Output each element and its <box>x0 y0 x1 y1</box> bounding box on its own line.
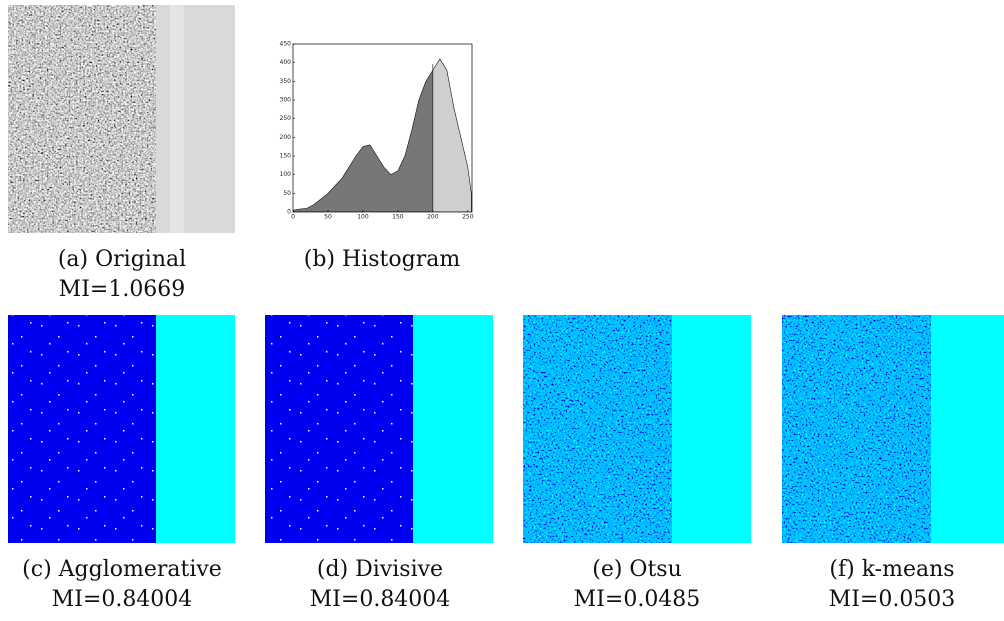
y-tick-label: 350 <box>280 78 292 85</box>
x-tick-label: 0 <box>291 214 295 221</box>
image-d <box>265 315 493 543</box>
caption: (d) Divisive <box>317 557 443 582</box>
y-tick-label: 150 <box>280 153 292 160</box>
image-c <box>8 315 235 543</box>
x-tick-label: 250 <box>462 214 474 221</box>
figure: (a) Original MI=1.0669 (b) Histogram (c)… <box>0 0 1004 621</box>
y-tick-label: 450 <box>280 41 292 48</box>
y-tick-label: 400 <box>280 59 292 66</box>
x-tick-label: 150 <box>392 214 404 221</box>
caption: (e) Otsu <box>592 557 682 582</box>
caption-metric: MI=1.0669 <box>59 277 186 302</box>
y-tick-label: 250 <box>280 115 292 122</box>
caption: (b) Histogram <box>304 247 461 272</box>
x-tick-label: 50 <box>324 214 332 221</box>
caption-metric: MI=0.84004 <box>52 587 193 612</box>
y-tick-label: 200 <box>280 134 292 141</box>
y-tick-label: 100 <box>280 171 292 178</box>
image-f <box>782 315 1004 543</box>
caption: (a) Original <box>58 247 186 272</box>
image-a <box>8 5 235 233</box>
y-tick-label: 50 <box>283 190 291 197</box>
y-tick-label: 0 <box>287 209 291 216</box>
page: {"panels": [ {"label": "(a) Original", "… <box>0 0 1004 621</box>
image-e <box>523 315 751 543</box>
x-tick-label: 100 <box>357 214 369 221</box>
caption: (c) Agglomerative <box>22 557 222 582</box>
caption-metric: MI=0.0503 <box>829 587 956 612</box>
x-tick-label: 200 <box>427 214 439 221</box>
caption: (f) k-means <box>829 557 954 582</box>
caption-metric: MI=0.84004 <box>310 587 451 612</box>
caption-metric: MI=0.0485 <box>574 587 701 612</box>
y-tick-label: 300 <box>280 97 292 104</box>
